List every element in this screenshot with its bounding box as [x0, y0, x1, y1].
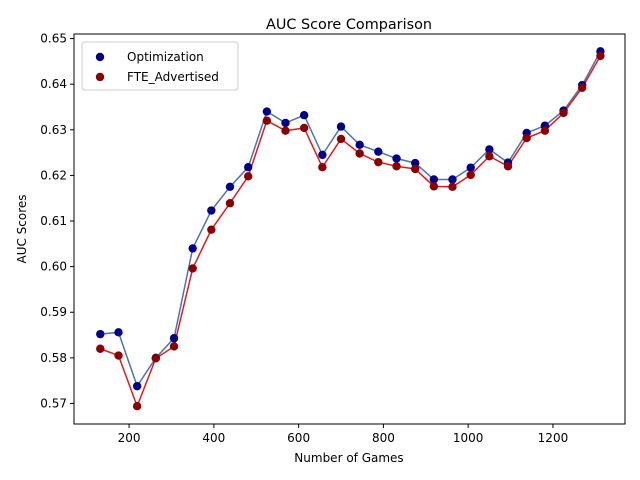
series-2-point [448, 182, 457, 192]
series-line-2 [100, 55, 602, 409]
series-2-point [132, 402, 142, 411]
series-1-point [132, 381, 142, 391]
series-1-point [411, 158, 420, 168]
series-2-point [299, 123, 309, 133]
x-tick-label: 1000 [453, 431, 484, 445]
y-tick-label: 0.60 [40, 260, 67, 274]
series-2-point [207, 225, 216, 234]
plot-frame [73, 33, 626, 425]
series-2-point [114, 351, 123, 360]
series-2-point [151, 354, 160, 363]
y-tick-label: 0.65 [40, 32, 67, 46]
series-2-point [318, 162, 327, 172]
series-2-point [188, 264, 197, 273]
series-1-point [466, 163, 475, 172]
series-1-point [485, 145, 494, 154]
series-1-point [114, 328, 123, 337]
x-tick-label: 800 [372, 431, 395, 445]
series-1-point [429, 175, 439, 184]
series-2-point [596, 51, 605, 61]
series-1-point [318, 150, 327, 160]
series-1-point [207, 206, 216, 215]
legend-marker-2 [95, 72, 105, 82]
series-2-point [355, 149, 364, 158]
x-tick-label: 400 [202, 431, 225, 445]
y-tick-label: 0.58 [40, 351, 67, 365]
series-2-point [559, 108, 568, 118]
series-2-point [522, 133, 531, 143]
series-2-point [503, 162, 513, 171]
series-2-point [374, 157, 383, 167]
y-tick-label: 0.64 [40, 77, 67, 91]
x-axis: 200 400 600 800 1000 1200 [118, 424, 569, 445]
series-2-point [577, 83, 587, 93]
y-tick-label: 0.62 [40, 168, 67, 182]
series-2-point [429, 182, 439, 191]
series-2-point [225, 199, 235, 208]
series-1-point [225, 182, 235, 192]
series-1-point [96, 329, 105, 339]
y-tick-label: 0.57 [40, 396, 67, 410]
legend: Optimization FTE_Advertised [81, 41, 239, 91]
legend-box [81, 41, 239, 91]
legend-label-1: Optimization [127, 50, 204, 64]
series-1-point [281, 118, 290, 128]
series-line-1 [100, 50, 602, 388]
series-2-point [336, 134, 346, 144]
y-tick-label: 0.61 [40, 214, 67, 228]
legend-label-2: FTE_Advertised [127, 70, 219, 84]
x-tick-label: 1200 [538, 431, 569, 445]
series-2-point [262, 116, 272, 125]
y-axis-label: AUC Scores [15, 194, 29, 263]
series-1-point [188, 244, 197, 253]
series-1-point [244, 162, 253, 172]
x-axis-label: Number of Games [294, 451, 403, 465]
y-axis: 0.57 0.58 0.59 0.60 0.61 0.62 0.63 0.64 0.65 [40, 32, 74, 410]
series-layer [96, 47, 605, 411]
x-tick-label: 600 [287, 431, 310, 445]
series-2-point [485, 152, 494, 161]
legend-marker-1 [95, 52, 105, 62]
series-1-point [374, 147, 383, 156]
y-tick-label: 0.59 [40, 305, 67, 319]
series-1-point [448, 175, 457, 184]
series-1-point [262, 107, 272, 116]
series-1-point [355, 140, 364, 150]
series-1-point [299, 110, 309, 120]
series-2-point [281, 126, 290, 135]
y-tick-label: 0.63 [40, 123, 67, 137]
chart-title: AUC Score Comparison [266, 17, 432, 33]
series-1-point [336, 122, 346, 131]
series-2-point [96, 344, 105, 353]
series-2-point [411, 164, 420, 174]
series-2-point [540, 126, 550, 135]
x-tick-label: 200 [118, 431, 141, 445]
series-2-point [169, 342, 179, 351]
series-1-point [169, 334, 179, 343]
series-2-point [466, 170, 475, 180]
series-2-point [392, 162, 401, 171]
series-2-point [244, 172, 253, 181]
series-1-point [392, 154, 401, 163]
